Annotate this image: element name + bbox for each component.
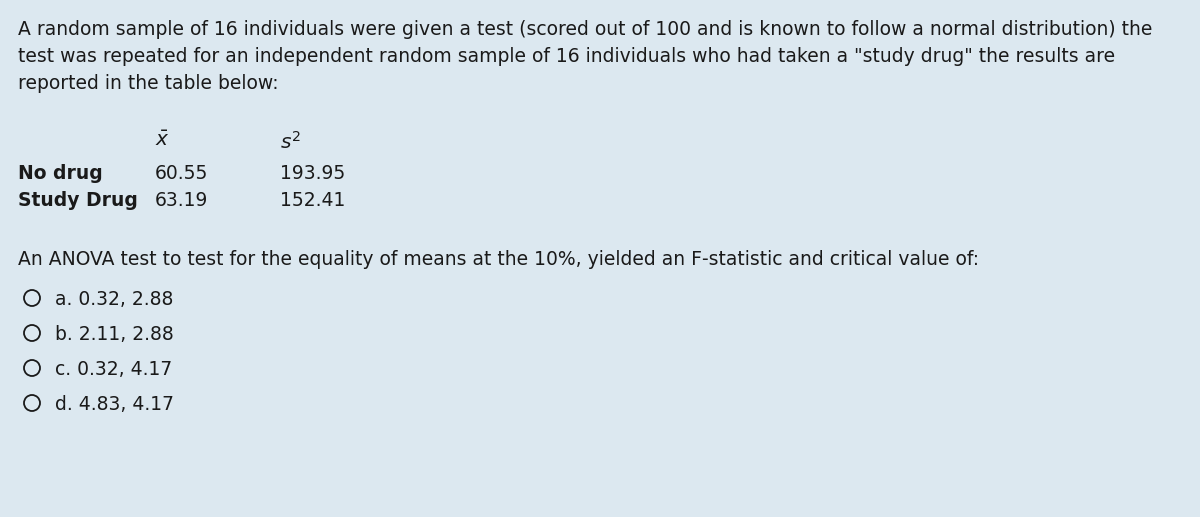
Text: $\bar{x}$: $\bar{x}$ <box>155 131 169 150</box>
Text: A random sample of 16 individuals were given a test (scored out of 100 and is kn: A random sample of 16 individuals were g… <box>18 20 1152 39</box>
Text: Study Drug: Study Drug <box>18 191 138 210</box>
Text: a. 0.32, 2.88: a. 0.32, 2.88 <box>55 290 173 309</box>
Text: 60.55: 60.55 <box>155 164 209 183</box>
Text: reported in the table below:: reported in the table below: <box>18 74 278 93</box>
Text: 152.41: 152.41 <box>280 191 346 210</box>
Text: 63.19: 63.19 <box>155 191 209 210</box>
Text: b. 2.11, 2.88: b. 2.11, 2.88 <box>55 325 174 344</box>
Text: An ANOVA test to test for the equality of means at the 10%, yielded an F-statist: An ANOVA test to test for the equality o… <box>18 250 979 269</box>
Text: d. 4.83, 4.17: d. 4.83, 4.17 <box>55 395 174 414</box>
Text: $s^2$: $s^2$ <box>280 131 301 153</box>
Text: test was repeated for an independent random sample of 16 individuals who had tak: test was repeated for an independent ran… <box>18 47 1115 66</box>
Text: 193.95: 193.95 <box>280 164 346 183</box>
Text: c. 0.32, 4.17: c. 0.32, 4.17 <box>55 360 173 379</box>
Text: No drug: No drug <box>18 164 103 183</box>
